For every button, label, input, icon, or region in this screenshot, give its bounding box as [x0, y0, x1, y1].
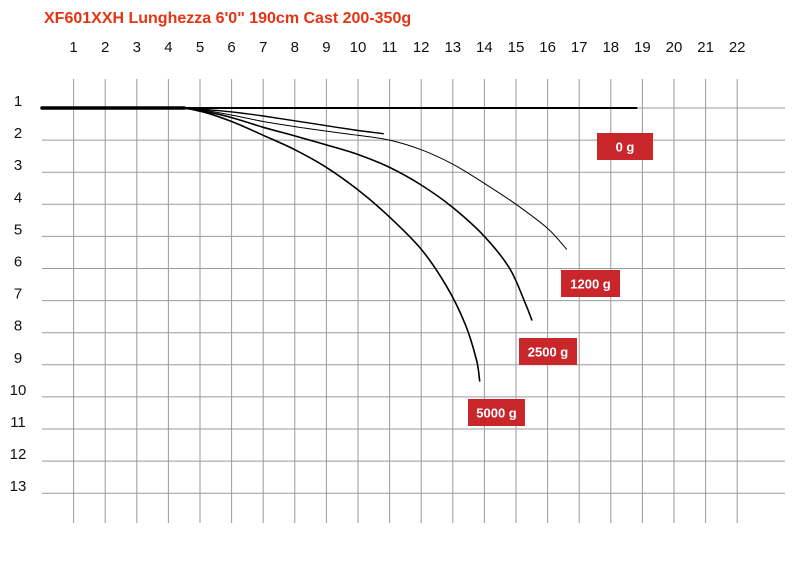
deflection-curve-2: [41, 107, 568, 250]
load-labels: 0 g 1200 g 2500 g 5000 g: [468, 133, 653, 426]
load-badge: 1200 g: [561, 270, 620, 297]
x-tick-label: 9: [322, 39, 330, 56]
grid: [42, 79, 785, 523]
y-tick-label: 3: [14, 157, 22, 174]
x-tick-label: 16: [539, 39, 556, 56]
x-tick-label: 5: [196, 39, 204, 56]
deflection-curves: [40, 106, 638, 382]
y-tick-label: 5: [14, 221, 22, 238]
x-tick-label: 19: [634, 39, 651, 56]
load-badge: 5000 g: [468, 399, 525, 426]
y-tick-label: 13: [10, 478, 27, 495]
y-tick-label: 8: [14, 318, 22, 335]
x-tick-label: 20: [666, 39, 683, 56]
load-badge-background: [597, 133, 653, 160]
x-tick-label: 22: [729, 39, 746, 56]
deflection-curve-4: [41, 106, 481, 382]
x-tick-label: 7: [259, 39, 267, 56]
x-tick-label: 8: [291, 39, 299, 56]
x-tick-label: 10: [350, 39, 367, 56]
x-tick-label: 13: [444, 39, 461, 56]
y-tick-label: 4: [14, 189, 22, 206]
chart-title: XF601XXH Lunghezza 6'0" 190cm Cast 200-3…: [44, 10, 411, 27]
x-axis-ticks: 1 2 3 4 5 6 7 8 9 10 11 12 13 14 15 16 17 18 19 20 21 22: [69, 39, 745, 56]
load-badge: 2500 g: [519, 338, 577, 365]
load-badge-background: [468, 399, 525, 426]
y-tick-label: 11: [10, 414, 26, 431]
y-tick-label: 2: [14, 125, 22, 142]
load-badge-label: 0 g: [616, 140, 635, 155]
x-tick-label: 3: [133, 39, 141, 56]
y-tick-label: 9: [14, 350, 22, 367]
load-badge-background: [519, 338, 577, 365]
load-badge-label: 5000 g: [476, 406, 517, 421]
load-badge-background: [561, 270, 620, 297]
x-tick-label: 12: [413, 39, 430, 56]
x-tick-label: 21: [697, 39, 714, 56]
y-tick-label: 10: [10, 382, 27, 399]
x-tick-label: 2: [101, 39, 109, 56]
x-tick-label: 17: [571, 39, 588, 56]
x-tick-label: 15: [508, 39, 525, 56]
x-tick-label: 14: [476, 39, 493, 56]
y-tick-label: 1: [14, 93, 22, 110]
x-tick-label: 6: [227, 39, 235, 56]
y-tick-label: 7: [14, 286, 22, 303]
y-tick-label: 6: [14, 254, 22, 271]
load-badge: 0 g: [597, 133, 653, 160]
y-tick-label: 12: [10, 446, 27, 463]
x-tick-label: 1: [69, 39, 77, 56]
x-tick-label: 4: [164, 39, 172, 56]
x-tick-label: 11: [382, 39, 398, 56]
load-badge-label: 2500 g: [528, 345, 569, 360]
x-tick-label: 18: [602, 39, 619, 56]
load-badge-label: 1200 g: [570, 277, 611, 292]
